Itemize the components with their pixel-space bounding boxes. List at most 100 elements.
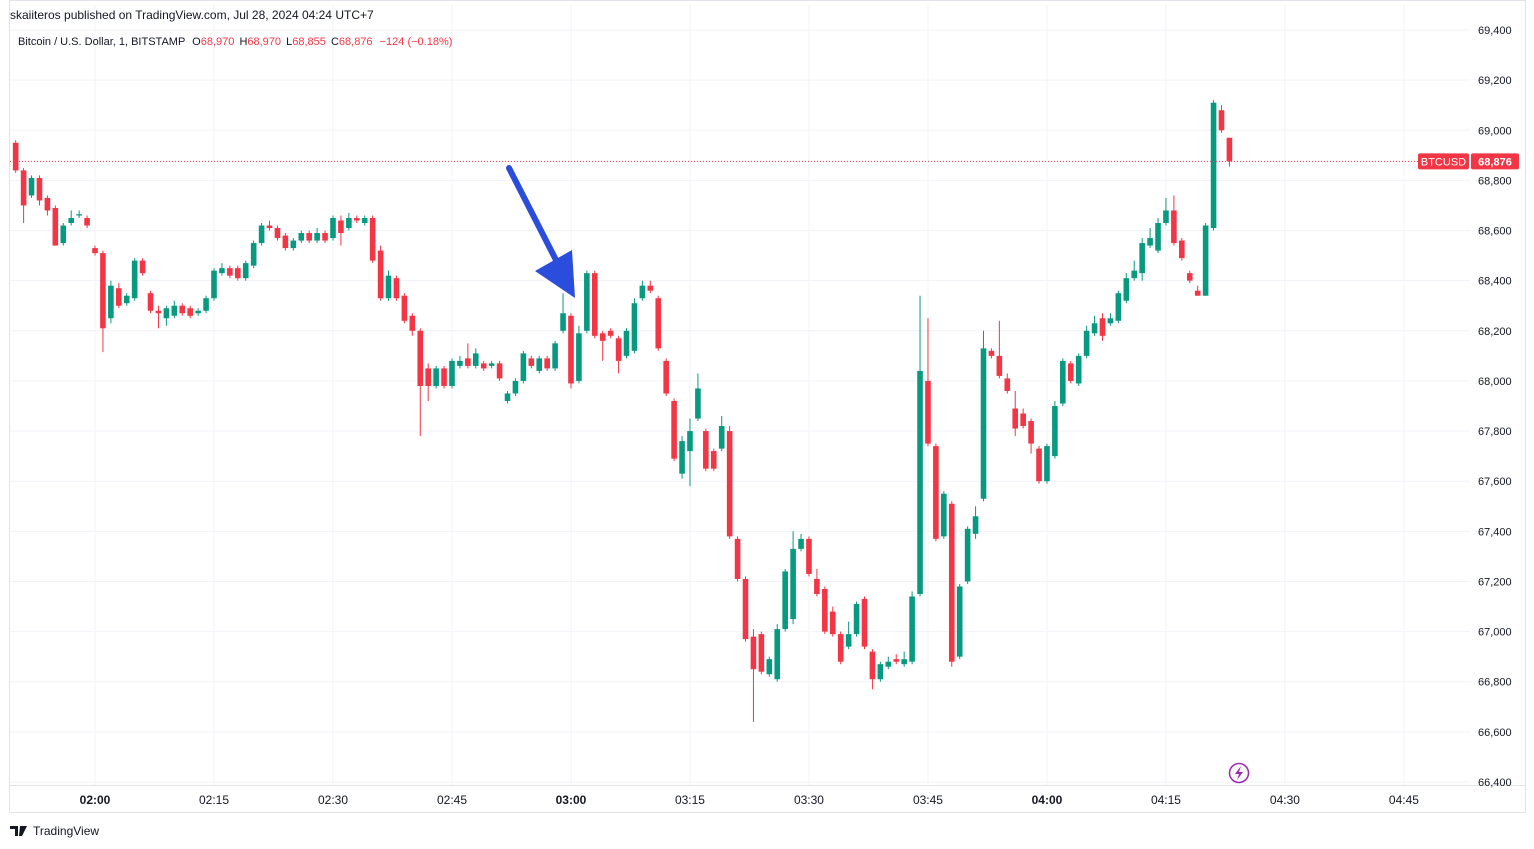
candle — [552, 340, 558, 371]
change: −124 (−0.18%) — [380, 36, 453, 48]
candle — [758, 631, 765, 675]
candle-body — [393, 278, 400, 299]
candle-body — [250, 243, 257, 266]
candle-body — [155, 310, 162, 314]
candle — [282, 233, 289, 251]
candle — [242, 260, 249, 281]
candle — [330, 215, 336, 241]
last-price-label: 68,876 — [1478, 156, 1512, 168]
candle — [108, 280, 114, 324]
candle — [20, 167, 27, 224]
candle-body — [1052, 406, 1058, 457]
candle-body — [1004, 378, 1011, 391]
candle-body — [1083, 330, 1090, 356]
candle-body — [234, 268, 241, 279]
candle-body — [615, 338, 622, 361]
candle — [933, 443, 939, 542]
candle — [211, 268, 217, 301]
candle-body — [338, 220, 344, 234]
candle-body — [663, 360, 669, 394]
candle — [599, 330, 606, 361]
annotation-arrow — [506, 165, 575, 298]
candle — [703, 428, 709, 472]
candle — [1210, 100, 1217, 231]
candle — [917, 295, 923, 597]
legend-label: O — [192, 36, 201, 48]
candle-body — [885, 661, 892, 667]
y-tick-label: 68,800 — [1478, 175, 1512, 187]
candle-body — [298, 233, 305, 241]
candle-body — [972, 516, 979, 534]
candle-body — [1123, 278, 1130, 301]
candle-body — [1186, 273, 1193, 281]
candle-body — [1202, 225, 1209, 296]
candle — [1155, 218, 1161, 254]
candle-body — [1044, 446, 1050, 482]
legend-value: 68,970 — [247, 36, 281, 48]
candle-body — [695, 388, 701, 419]
candle — [472, 348, 479, 369]
candle — [655, 295, 662, 351]
candle — [44, 195, 51, 216]
candle — [488, 360, 495, 369]
candle — [695, 373, 701, 422]
last-price-name: BTCUSD — [1421, 156, 1466, 168]
candle-body — [449, 360, 455, 386]
candles — [12, 100, 1233, 722]
candle — [449, 358, 455, 389]
candle — [544, 355, 550, 371]
candle-body — [647, 285, 654, 291]
candle-body — [12, 142, 19, 171]
candle-body — [782, 571, 788, 630]
candle — [623, 328, 630, 359]
candle — [401, 293, 408, 324]
candle — [885, 656, 892, 670]
candle-body — [203, 298, 209, 311]
candle-body — [60, 225, 67, 244]
tradingview-logo: TradingView — [10, 824, 99, 838]
arrow-head — [535, 250, 575, 298]
alert-bolt[interactable] — [1235, 766, 1243, 780]
candle-body — [853, 604, 860, 635]
candle — [734, 536, 741, 582]
candle-body — [861, 599, 868, 647]
candle — [92, 245, 98, 256]
candle-body — [441, 368, 447, 386]
candle-body — [123, 295, 130, 304]
candle — [322, 230, 328, 244]
candle — [1067, 360, 1074, 384]
candle — [1075, 353, 1082, 386]
candle-body — [266, 225, 273, 229]
candle-body — [211, 270, 217, 299]
candle-body — [528, 358, 535, 366]
candle-body — [314, 233, 320, 241]
candle-body — [108, 285, 114, 319]
candle — [1194, 285, 1201, 296]
arrow-shaft — [506, 165, 560, 265]
candle — [687, 418, 693, 487]
candle — [663, 358, 669, 396]
candle — [584, 270, 590, 334]
candle — [76, 210, 82, 218]
candle — [568, 313, 574, 389]
candle — [1115, 290, 1122, 324]
candle-body — [290, 240, 297, 249]
candle — [1028, 418, 1034, 454]
x-tick-label: 02:30 — [318, 793, 348, 807]
candle-body — [1067, 363, 1074, 381]
candle — [520, 350, 527, 384]
candle — [853, 601, 860, 637]
candle — [814, 568, 820, 597]
candle-body — [1179, 240, 1185, 259]
candle-body — [1060, 360, 1066, 404]
candle-body — [52, 207, 59, 246]
x-tick-label: 04:30 — [1270, 793, 1300, 807]
x-tick-label: 03:15 — [675, 793, 705, 807]
alert-icon[interactable] — [1228, 762, 1250, 784]
candle — [353, 215, 360, 224]
candle-body — [1091, 323, 1098, 334]
candle-body — [1155, 223, 1161, 251]
x-tick-label: 02:00 — [80, 793, 111, 807]
y-tick-label: 68,000 — [1478, 376, 1512, 388]
